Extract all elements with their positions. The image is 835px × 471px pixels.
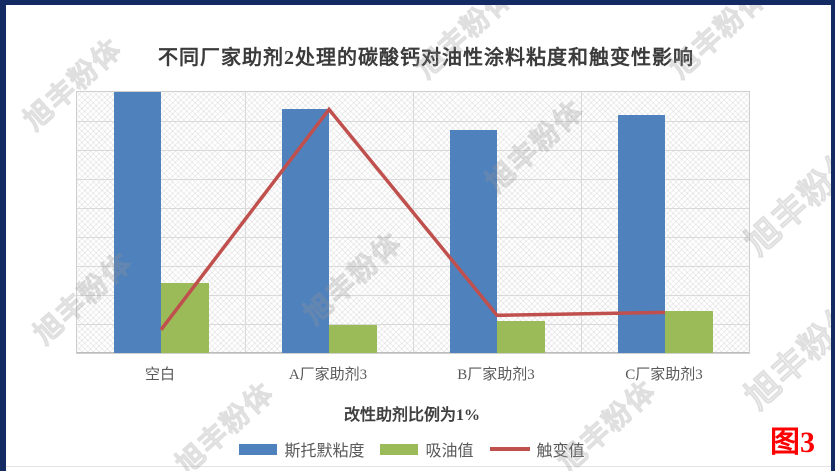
bar-吸油值-空白	[161, 283, 209, 353]
x-axis-category-labels: 空白 A厂家助剂3 B厂家助剂3 C厂家助剂3	[76, 363, 748, 384]
legend-item-吸油值: 吸油值	[380, 437, 474, 461]
category-label: B厂家助剂3	[457, 367, 535, 383]
bottom-divider	[6, 466, 831, 467]
legend-line-swatch	[489, 447, 530, 451]
bar-吸油值-B厂家助剂3	[497, 321, 545, 353]
legend-item-斯托默粘度: 斯托默粘度	[239, 437, 364, 461]
gridline-vertical	[413, 92, 414, 353]
figure-label: 图3	[770, 426, 815, 459]
gridline-vertical	[245, 92, 246, 353]
category-label: C厂家助剂3	[625, 367, 703, 383]
chart-title: 不同厂家助剂2处理的碳酸钙对油性涂料粘度和触变性影响	[158, 47, 694, 69]
legend-bar-swatch	[380, 443, 419, 455]
plot-area	[76, 91, 750, 354]
x-axis-line	[77, 352, 749, 353]
bar-吸油值-A厂家助剂3	[329, 325, 377, 353]
category-label: A厂家助剂3	[288, 367, 368, 383]
bar-斯托默粘度-B厂家助剂3	[450, 129, 497, 353]
gridline-vertical	[581, 92, 582, 353]
bar-斯托默粘度-空白	[114, 92, 161, 353]
legend-item-触变值: 触变值	[489, 437, 585, 461]
legend-label: 触变值	[536, 443, 585, 460]
legend-label: 吸油值	[425, 443, 474, 460]
bar-斯托默粘度-C厂家助剂3	[618, 115, 665, 353]
chart-legend: 斯托默粘度 吸油值 触变值	[76, 437, 748, 461]
legend-label: 斯托默粘度	[284, 443, 365, 460]
legend-bar-swatch	[239, 443, 278, 455]
bar-吸油值-C厂家助剂3	[665, 310, 713, 353]
x-axis-title: 改性助剂比例为1%	[343, 407, 480, 424]
bar-斯托默粘度-A厂家助剂3	[282, 109, 329, 353]
category-label: 空白	[144, 367, 175, 383]
